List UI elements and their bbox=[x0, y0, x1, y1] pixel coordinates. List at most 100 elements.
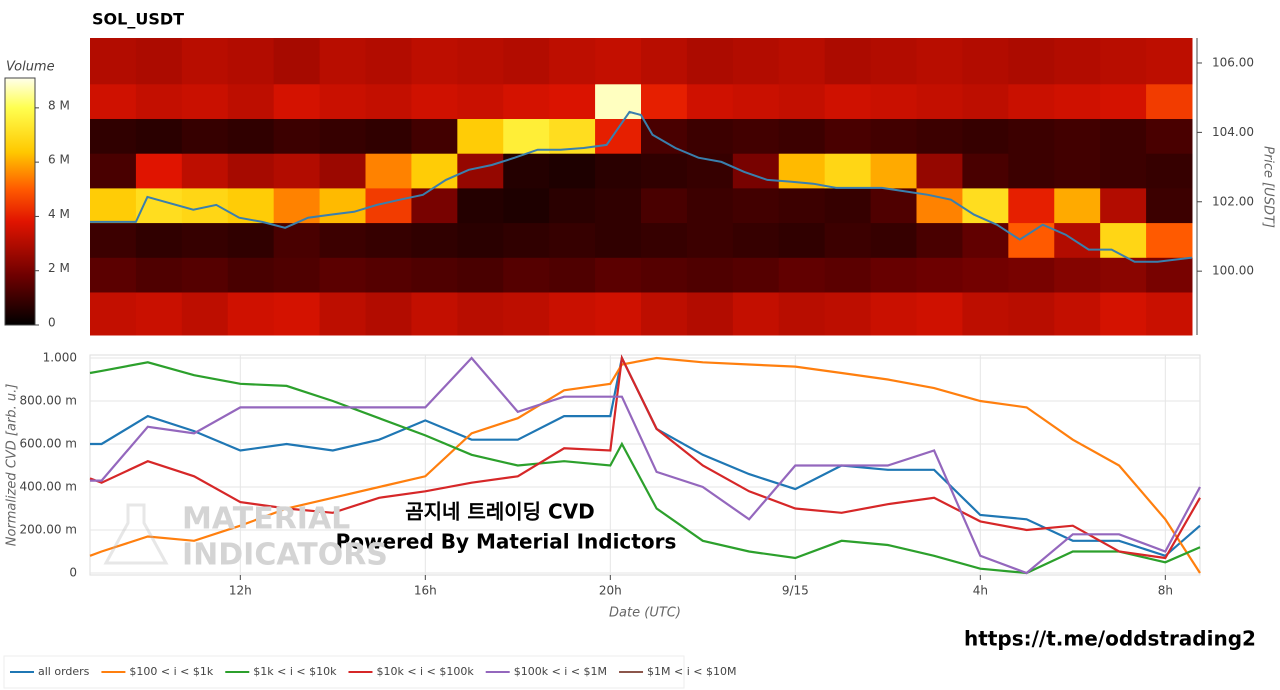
heatmap-cell bbox=[916, 38, 963, 85]
heatmap-cell bbox=[595, 153, 642, 189]
chart-title: SOL_USDT bbox=[92, 10, 184, 29]
heatmap-cell bbox=[1008, 187, 1055, 224]
heatmap-cell bbox=[595, 187, 642, 224]
y-tick-label: 0 bbox=[69, 566, 77, 580]
heatmap-cell bbox=[778, 291, 826, 336]
heatmap-cell bbox=[273, 83, 321, 119]
heatmap-cell bbox=[457, 222, 504, 258]
heatmap-cell bbox=[641, 118, 688, 154]
heatmap-cell bbox=[824, 153, 872, 189]
heatmap-cell bbox=[503, 118, 550, 154]
heatmap-cell bbox=[181, 83, 229, 119]
heatmap-cell bbox=[457, 187, 504, 224]
series-line bbox=[90, 356, 1201, 575]
y-tick-label: 100.00 bbox=[1212, 264, 1254, 278]
heatmap-cell bbox=[962, 291, 1009, 336]
heatmap-cell bbox=[778, 38, 826, 85]
heatmap-cell bbox=[227, 153, 275, 189]
heatmap-cell bbox=[778, 187, 826, 224]
heatmap-cell bbox=[503, 257, 550, 293]
heatmap-cell bbox=[411, 257, 458, 293]
heatmap-cell bbox=[595, 118, 642, 154]
heatmap-cell bbox=[824, 222, 872, 258]
heatmap-cell bbox=[227, 222, 275, 258]
heatmap-cell bbox=[870, 153, 917, 189]
heatmap-cell bbox=[181, 257, 229, 293]
heatmap-cell bbox=[870, 291, 917, 336]
heatmap-cell bbox=[732, 187, 780, 224]
heatmap-cell bbox=[90, 291, 137, 336]
heatmap-cell bbox=[1100, 153, 1147, 189]
heatmap-cell bbox=[1054, 257, 1101, 293]
colorbar-tick-label: 2 M bbox=[48, 261, 70, 275]
heatmap-cell bbox=[1100, 291, 1147, 336]
heatmap-cell bbox=[549, 291, 596, 336]
legend-label: $100k < i < $1M bbox=[514, 665, 607, 678]
heatmap-cell bbox=[319, 38, 366, 85]
heatmap-cell bbox=[319, 222, 366, 258]
heatmap-cell bbox=[273, 38, 321, 85]
heatmap-cell bbox=[503, 83, 550, 119]
heatmap-cell bbox=[457, 257, 504, 293]
heatmap-cell bbox=[916, 118, 963, 154]
heatmap-cell bbox=[181, 118, 229, 154]
heatmap-cell bbox=[135, 38, 183, 85]
plot-area bbox=[89, 354, 1201, 576]
heatmap-cell bbox=[549, 222, 596, 258]
overlay-title: 곰지네 트레이딩 CVD bbox=[405, 500, 594, 524]
heatmap-cell bbox=[135, 118, 183, 154]
heatmap-cell bbox=[1008, 83, 1055, 119]
heatmap-cell bbox=[962, 118, 1009, 154]
heatmap-cell bbox=[916, 291, 963, 336]
heatmap-cell bbox=[273, 222, 321, 258]
heatmap-cell bbox=[1008, 38, 1055, 85]
y-tick-label: 800.00 m bbox=[20, 394, 78, 408]
heatmap-cell bbox=[227, 83, 275, 119]
x-tick-label: 12h bbox=[229, 584, 252, 598]
heatmap-cell bbox=[503, 291, 550, 336]
heatmap-cell bbox=[457, 118, 504, 154]
series-line bbox=[89, 361, 1201, 575]
heatmap-cell bbox=[870, 38, 917, 85]
footer-link[interactable]: https://t.me/oddstrading2 bbox=[964, 627, 1256, 651]
y-tick-label: 600.00 m bbox=[20, 437, 78, 451]
heatmap-cell bbox=[1054, 291, 1101, 336]
price-line bbox=[90, 110, 1193, 263]
heatmap-cell bbox=[365, 257, 412, 293]
heatmap-cell bbox=[181, 222, 229, 258]
heatmap-cell bbox=[1100, 187, 1147, 224]
heatmap-cell bbox=[824, 257, 872, 293]
heatmap-cell bbox=[319, 83, 366, 119]
heatmap-cell bbox=[824, 118, 872, 154]
heatmap-cell bbox=[1146, 257, 1193, 293]
heatmap-cell bbox=[90, 222, 137, 258]
y-tick-label: 104.00 bbox=[1212, 125, 1254, 139]
heatmap-cell bbox=[686, 257, 734, 293]
heatmap-cell bbox=[181, 38, 229, 85]
heatmap-cell bbox=[90, 257, 137, 293]
watermark: MATERIAL bbox=[182, 502, 350, 537]
heatmap-cell bbox=[778, 118, 826, 154]
heatmap-cell bbox=[1146, 118, 1193, 154]
x-tick-label: 9/15 bbox=[782, 584, 809, 598]
heatmap-cell bbox=[135, 83, 183, 119]
heatmap-cell bbox=[1008, 153, 1055, 189]
heatmap-cell bbox=[549, 83, 596, 119]
heatmap-cell bbox=[365, 118, 412, 154]
heatmap-cell bbox=[962, 187, 1009, 224]
heatmap-cell bbox=[686, 83, 734, 119]
heatmap-cell bbox=[227, 291, 275, 336]
heatmap-cell bbox=[1100, 83, 1147, 119]
series-line bbox=[89, 354, 1201, 560]
heatmap-cell bbox=[319, 257, 366, 293]
heatmap-cell bbox=[595, 257, 642, 293]
heatmap-cell bbox=[732, 222, 780, 258]
heatmap-cell bbox=[686, 118, 734, 154]
heatmap-cell bbox=[411, 187, 458, 224]
heatmap-cell bbox=[273, 118, 321, 154]
y-tick-label: 106.00 bbox=[1212, 55, 1254, 69]
heatmap-cell bbox=[549, 187, 596, 224]
heatmap-cell bbox=[916, 153, 963, 189]
heatmap-cell bbox=[641, 257, 688, 293]
